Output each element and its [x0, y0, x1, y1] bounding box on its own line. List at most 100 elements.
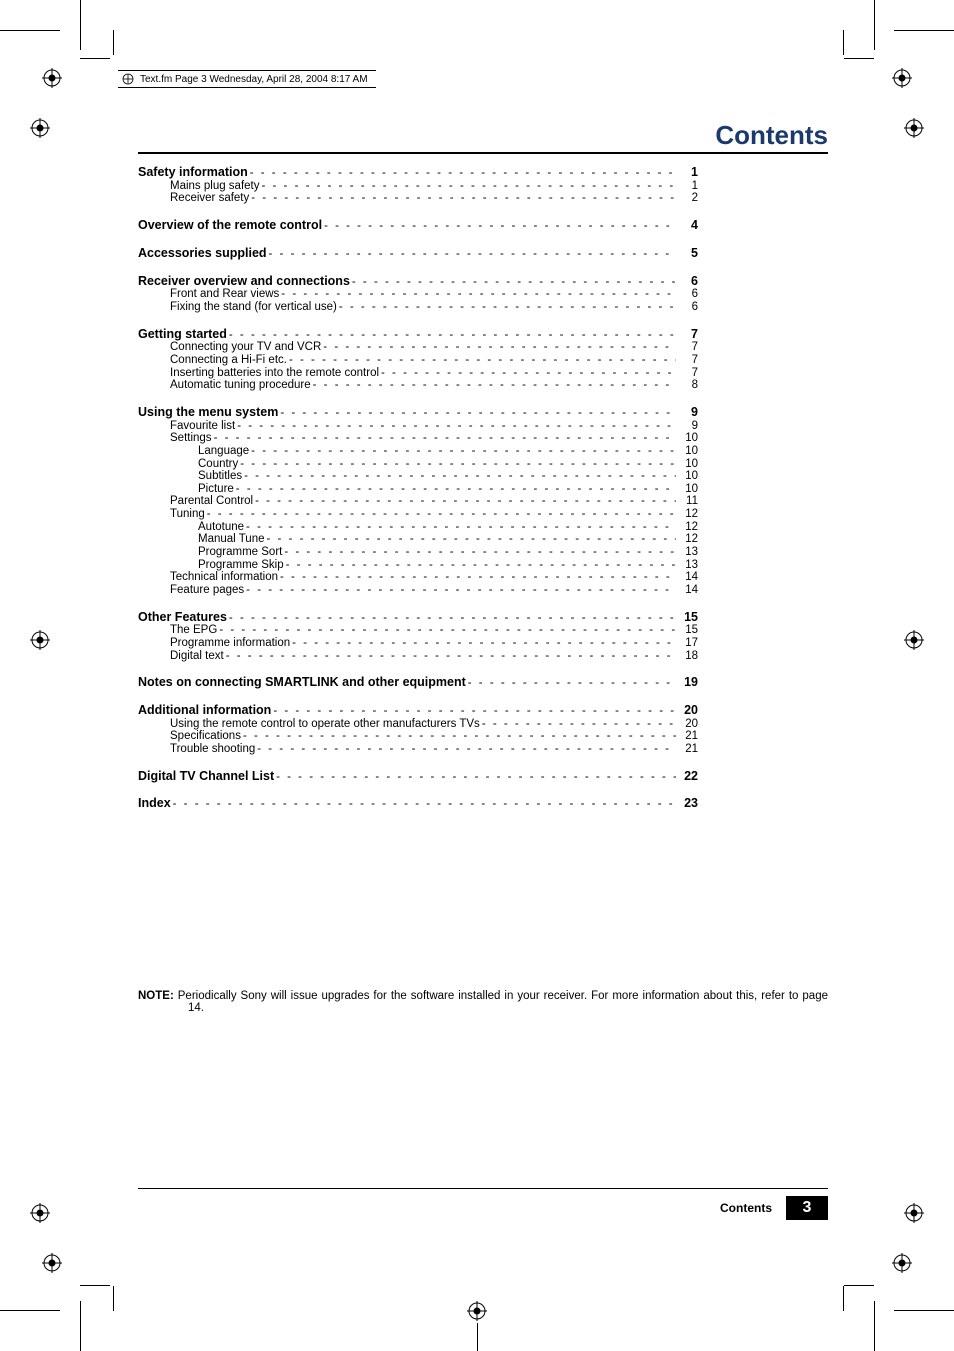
toc-leader: - - - - - - - - - - - - - - - - - - - - …: [255, 495, 676, 508]
toc-row-label: The EPG: [170, 624, 217, 637]
registration-mark-icon: [904, 118, 924, 138]
toc-row: Connecting your TV and VCR - - - - - - -…: [138, 341, 698, 354]
toc-section: Receiver overview and connections - - - …: [138, 275, 698, 314]
title-underline: [138, 152, 828, 154]
toc-heading-page: 23: [678, 797, 698, 811]
toc-row: Inserting batteries into the remote cont…: [138, 367, 698, 380]
footer-page-number: 3: [786, 1196, 828, 1220]
toc-row-page: 15: [678, 624, 698, 637]
toc-leader: - - - - - - - - - - - - - - - - - - - - …: [251, 192, 676, 205]
toc-row: Parental Control - - - - - - - - - - - -…: [138, 495, 698, 508]
toc-row: Mains plug safety - - - - - - - - - - - …: [138, 180, 698, 193]
toc-heading-row: Receiver overview and connections - - - …: [138, 275, 698, 289]
toc-leader: - - - - - - - - - - - - - - - - - - - - …: [219, 624, 676, 637]
toc-row-label: Automatic tuning procedure: [170, 379, 311, 392]
toc-section: Digital TV Channel List - - - - - - - - …: [138, 770, 698, 784]
toc-leader: - - - - - - - - - - - - - - - - - - - - …: [482, 718, 676, 731]
toc-leader: - - - - - - - - - - - - - - - - - - - - …: [292, 637, 676, 650]
toc-row-page: 11: [678, 495, 698, 508]
toc-row-page: 10: [678, 483, 698, 496]
toc-leader: - - - - - - - - - - - - - - - - - - - - …: [173, 798, 676, 811]
toc-heading-label: Digital TV Channel List: [138, 770, 274, 784]
crop-mark: [113, 1286, 114, 1311]
toc-row: Front and Rear views - - - - - - - - - -…: [138, 288, 698, 301]
toc-row-page: 12: [678, 533, 698, 546]
crop-mark: [844, 58, 874, 59]
toc-leader: - - - - - - - - - - - - - - - - - - - - …: [269, 248, 676, 261]
toc-row: Tuning - - - - - - - - - - - - - - - - -…: [138, 508, 698, 521]
toc-row-label: Tuning: [170, 508, 205, 521]
toc-heading-row: Safety information - - - - - - - - - - -…: [138, 166, 698, 180]
toc-leader: - - - - - - - - - - - - - - - - - - - - …: [207, 508, 676, 521]
toc-row: Autotune - - - - - - - - - - - - - - - -…: [138, 521, 698, 534]
toc-heading-page: 9: [678, 406, 698, 420]
toc-row-page: 9: [678, 420, 698, 433]
toc-row-page: 10: [678, 432, 698, 445]
toc-row-label: Fixing the stand (for vertical use): [170, 301, 337, 314]
toc-row-label: Specifications: [170, 730, 241, 743]
toc-row-page: 7: [678, 341, 698, 354]
toc-row: Fixing the stand (for vertical use) - - …: [138, 301, 698, 314]
toc-leader: - - - - - - - - - - - - - - - - - - - - …: [214, 432, 676, 445]
toc-row-label: Mains plug safety: [170, 180, 260, 193]
crop-mark: [844, 1285, 874, 1286]
toc-row-page: 1: [678, 180, 698, 193]
toc-row-page: 20: [678, 718, 698, 731]
crop-mark: [0, 30, 60, 31]
toc-row-label: Parental Control: [170, 495, 253, 508]
toc-row-label: Front and Rear views: [170, 288, 279, 301]
toc-leader: - - - - - - - - - - - - - - - - - - - - …: [251, 445, 676, 458]
crop-mark: [874, 0, 875, 50]
toc-leader: - - - - - - - - - - - - - - - - - - - - …: [226, 650, 676, 663]
toc-heading-page: 1: [678, 166, 698, 180]
crop-mark: [113, 30, 114, 55]
note-block: NOTE: Periodically Sony will issue upgra…: [138, 990, 828, 1014]
toc-row-label: Feature pages: [170, 584, 244, 597]
toc-heading-label: Safety information: [138, 166, 248, 180]
registration-mark-icon: [42, 68, 62, 88]
toc-row-page: 7: [678, 354, 698, 367]
toc-row-label: Programme Sort: [198, 546, 282, 559]
toc-heading-row: Digital TV Channel List - - - - - - - - …: [138, 770, 698, 784]
toc-heading-page: 19: [678, 676, 698, 690]
toc-row-label: Picture: [198, 483, 234, 496]
toc-leader: - - - - - - - - - - - - - - - - - - - - …: [229, 329, 676, 342]
toc-row: Language - - - - - - - - - - - - - - - -…: [138, 445, 698, 458]
toc-row-page: 17: [678, 637, 698, 650]
toc-heading-page: 22: [678, 770, 698, 784]
registration-mark-icon: [467, 1301, 487, 1321]
toc-row-page: 6: [678, 301, 698, 314]
toc-heading-row: Other Features - - - - - - - - - - - - -…: [138, 611, 698, 625]
toc-row-page: 14: [678, 584, 698, 597]
frame-header-text: Text.fm Page 3 Wednesday, April 28, 2004…: [140, 74, 368, 85]
registration-mark-icon: [892, 1253, 912, 1273]
registration-mark-icon: [30, 630, 50, 650]
toc-row: Trouble shooting - - - - - - - - - - - -…: [138, 743, 698, 756]
toc-leader: - - - - - - - - - - - - - - - - - - - - …: [244, 470, 676, 483]
toc-leader: - - - - - - - - - - - - - - - - - - - - …: [257, 743, 676, 756]
toc-section: Overview of the remote control - - - - -…: [138, 219, 698, 233]
toc-row: Technical information - - - - - - - - - …: [138, 571, 698, 584]
toc-heading-label: Other Features: [138, 611, 227, 625]
toc-leader: - - - - - - - - - - - - - - - - - - - - …: [262, 180, 677, 193]
toc-section: Other Features - - - - - - - - - - - - -…: [138, 611, 698, 663]
toc-row-page: 12: [678, 521, 698, 534]
registration-mark-icon: [904, 630, 924, 650]
toc-heading-page: 20: [678, 704, 698, 718]
toc-row: Country - - - - - - - - - - - - - - - - …: [138, 458, 698, 471]
toc-heading-label: Index: [138, 797, 171, 811]
toc-leader: - - - - - - - - - - - - - - - - - - - - …: [324, 220, 676, 233]
toc-heading-row: Getting started - - - - - - - - - - - - …: [138, 328, 698, 342]
toc-section: Index - - - - - - - - - - - - - - - - - …: [138, 797, 698, 811]
toc-heading-row: Accessories supplied - - - - - - - - - -…: [138, 247, 698, 261]
toc-leader: - - - - - - - - - - - - - - - - - - - - …: [323, 341, 676, 354]
toc-row-page: 10: [678, 445, 698, 458]
toc-row: Automatic tuning procedure - - - - - - -…: [138, 379, 698, 392]
toc-heading-page: 15: [678, 611, 698, 625]
toc-section: Notes on connecting SMARTLINK and other …: [138, 676, 698, 690]
toc-leader: - - - - - - - - - - - - - - - - - - - - …: [339, 301, 676, 314]
toc-section: Getting started - - - - - - - - - - - - …: [138, 328, 698, 392]
crop-mark: [80, 1285, 110, 1286]
toc-leader: - - - - - - - - - - - - - - - - - - - - …: [280, 407, 676, 420]
toc-heading-page: 6: [678, 275, 698, 289]
